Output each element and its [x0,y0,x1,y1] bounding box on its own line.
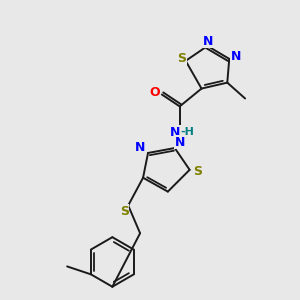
Text: S: S [193,165,202,178]
Text: S: S [120,205,129,218]
Text: N: N [203,34,214,47]
Text: N: N [175,136,185,148]
Text: O: O [150,86,160,99]
Text: -H: -H [181,127,195,137]
Text: N: N [135,140,145,154]
Text: N: N [231,50,242,63]
Text: N: N [169,126,180,139]
Text: S: S [177,52,186,65]
